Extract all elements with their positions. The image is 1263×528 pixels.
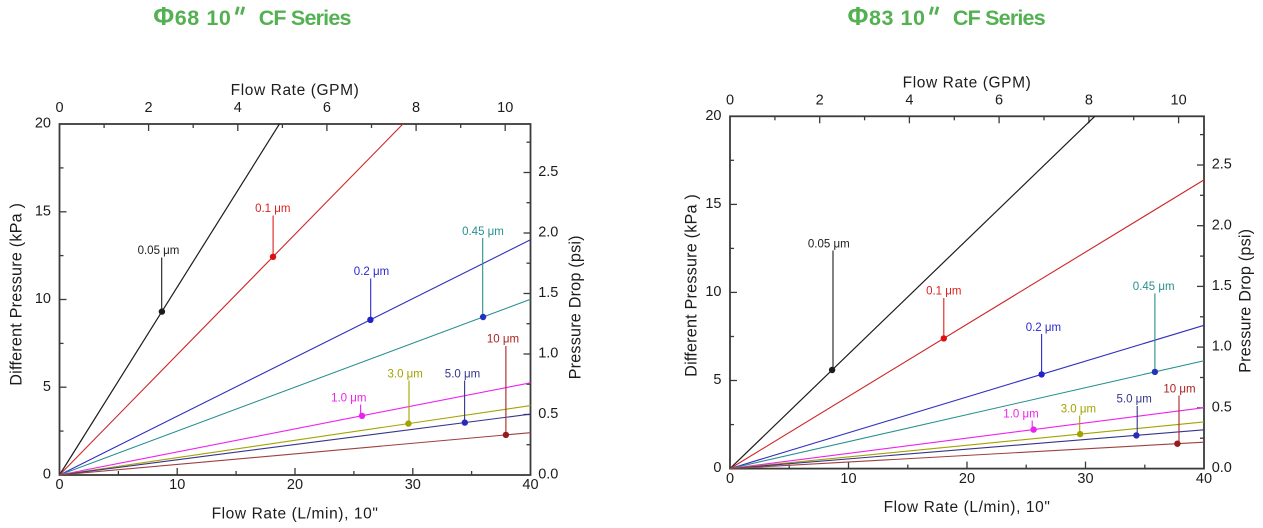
svg-text:3.0 μm: 3.0 μm xyxy=(388,369,423,381)
svg-text:1.0 μm: 1.0 μm xyxy=(331,393,366,405)
svg-text:0.2 μm: 0.2 μm xyxy=(1026,322,1061,334)
svg-text:20: 20 xyxy=(705,108,721,124)
svg-text:0: 0 xyxy=(726,92,734,108)
svg-text:0: 0 xyxy=(726,471,734,487)
svg-text:4: 4 xyxy=(234,100,242,116)
svg-text:5: 5 xyxy=(713,372,721,388)
svg-text:4: 4 xyxy=(905,92,913,108)
svg-text:1.5: 1.5 xyxy=(1212,278,1232,294)
svg-text:Flow Rate (L/min), 10": Flow Rate (L/min), 10" xyxy=(212,506,379,523)
svg-text:20: 20 xyxy=(959,471,975,487)
svg-text:10: 10 xyxy=(169,477,185,493)
svg-text:8: 8 xyxy=(1085,92,1093,108)
svg-text:2: 2 xyxy=(145,100,153,116)
svg-text:0.45 μm: 0.45 μm xyxy=(1133,281,1175,293)
svg-text:1.0: 1.0 xyxy=(1212,339,1232,355)
svg-text:15: 15 xyxy=(705,196,721,212)
svg-text:5.0 μm: 5.0 μm xyxy=(445,369,480,381)
svg-text:5: 5 xyxy=(43,379,51,395)
svg-text:0: 0 xyxy=(43,467,51,483)
svg-text:40: 40 xyxy=(1196,471,1212,487)
svg-text:1.5: 1.5 xyxy=(538,285,558,301)
svg-text:0.0: 0.0 xyxy=(538,467,558,483)
svg-text:10: 10 xyxy=(840,471,856,487)
svg-text:0: 0 xyxy=(55,477,63,493)
svg-text:CF Series: CF Series xyxy=(953,6,1046,30)
svg-text:0: 0 xyxy=(713,460,721,476)
svg-text:10 μm: 10 μm xyxy=(1163,383,1195,395)
svg-text:Flow Rate (GPM): Flow Rate (GPM) xyxy=(903,74,1032,91)
svg-text:Pressure Drop (psi): Pressure Drop (psi) xyxy=(1236,229,1254,373)
svg-text:0: 0 xyxy=(55,100,63,116)
svg-text:10: 10 xyxy=(1171,92,1187,108)
svg-text:2.5: 2.5 xyxy=(538,164,558,180)
svg-text:20: 20 xyxy=(35,116,51,132)
svg-text:3.0 μm: 3.0 μm xyxy=(1061,403,1096,415)
svg-text:0.2 μm: 0.2 μm xyxy=(354,266,389,278)
svg-text:10 μm: 10 μm xyxy=(487,334,519,346)
svg-text:1.0 μm: 1.0 μm xyxy=(1003,408,1038,420)
svg-text:Flow Rate (L/min), 10": Flow Rate (L/min), 10" xyxy=(884,499,1051,516)
svg-text:0.1 μm: 0.1 μm xyxy=(255,203,290,215)
svg-text:1.0: 1.0 xyxy=(538,346,558,362)
svg-text:20: 20 xyxy=(287,477,303,493)
svg-text:10: 10 xyxy=(497,100,513,116)
svg-text:10: 10 xyxy=(705,284,721,300)
svg-text:10: 10 xyxy=(35,291,51,307)
svg-text:0.5: 0.5 xyxy=(538,406,558,422)
svg-text:2.0: 2.0 xyxy=(538,225,558,241)
svg-text:Flow Rate (GPM): Flow Rate (GPM) xyxy=(231,82,360,99)
svg-text:CF Series: CF Series xyxy=(259,6,352,30)
svg-text:Φ68 10: Φ68 10 xyxy=(153,3,231,31)
svg-text:Different Pressure (kPa ): Different Pressure (kPa ) xyxy=(8,203,26,386)
svg-text:0.1 μm: 0.1 μm xyxy=(926,286,961,298)
svg-text:6: 6 xyxy=(995,92,1003,108)
svg-text:8: 8 xyxy=(412,100,420,116)
svg-text:2: 2 xyxy=(816,92,824,108)
svg-text:2.0: 2.0 xyxy=(1212,217,1232,233)
svg-text:6: 6 xyxy=(323,100,331,116)
svg-text:0.05 μm: 0.05 μm xyxy=(808,238,850,250)
svg-text:Φ83 10: Φ83 10 xyxy=(848,3,926,31)
svg-text:15: 15 xyxy=(35,203,51,219)
svg-text:2.5: 2.5 xyxy=(1212,157,1232,173)
svg-text:0.0: 0.0 xyxy=(1212,460,1232,476)
svg-text:5.0 μm: 5.0 μm xyxy=(1117,394,1152,406)
svg-text:30: 30 xyxy=(405,477,421,493)
svg-text:Pressure Drop (psi): Pressure Drop (psi) xyxy=(567,235,585,379)
svg-text:Different Pressure (kPa ): Different Pressure (kPa ) xyxy=(683,194,701,377)
svg-text:30: 30 xyxy=(1077,471,1093,487)
svg-text:40: 40 xyxy=(522,477,538,493)
svg-text:0.5: 0.5 xyxy=(1212,400,1232,416)
svg-text:0.45 μm: 0.45 μm xyxy=(462,226,504,238)
svg-text:0.05 μm: 0.05 μm xyxy=(138,245,180,257)
